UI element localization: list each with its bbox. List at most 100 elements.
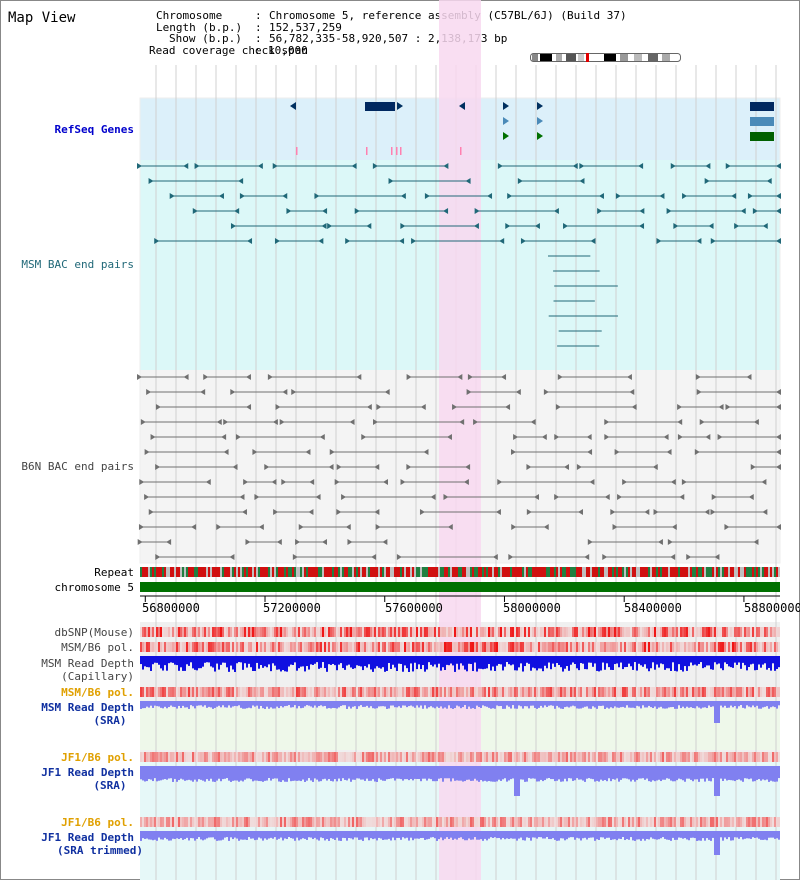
track-label-jf1-read-depth-trim: JF1 Read Depth — [41, 831, 134, 844]
dbsnp-heat — [276, 627, 278, 637]
b6n-bac-pair-end — [203, 374, 209, 380]
jf1-b6-pol-heat — [742, 752, 744, 762]
msm-b6-pol-heat — [188, 642, 190, 652]
jf1-sra-depth-bar — [166, 766, 168, 780]
msm-b6-pol-heat — [462, 642, 464, 652]
jf1-b6-pol-heat — [652, 752, 654, 762]
msm-cap-depth-bar — [392, 656, 394, 665]
repeat-block — [710, 567, 712, 577]
jf1-trim-depth-bar — [702, 831, 704, 839]
jf1-b6-pol-heat — [680, 752, 682, 762]
track-label-jf1-b6-pol-2: JF1/B6 pol. — [61, 816, 134, 829]
jf1-trim-depth-bar — [756, 831, 758, 838]
msm-cap-depth-bar — [752, 656, 754, 664]
msm-sra-depth-bar — [298, 701, 300, 707]
msm-cap-depth-bar — [584, 656, 586, 670]
repeat-block — [470, 567, 472, 577]
jf1-b6-pol-heat — [382, 817, 384, 827]
repeat-block — [168, 567, 170, 577]
msm-b6-pol-heat — [716, 642, 718, 652]
msm-sra-depth-bar — [666, 701, 668, 709]
msm-b6-pol-heat — [176, 687, 178, 697]
msm-sra-depth-bar — [454, 701, 456, 709]
msm-sra-depth-bar — [720, 701, 722, 706]
jf1-trim-depth-bar — [776, 831, 778, 839]
msm-b6-pol-heat — [448, 642, 450, 652]
jf1-trim-depth-bar — [384, 831, 386, 840]
jf1-b6-pol-heat — [488, 817, 490, 827]
msm-b6-pol-heat — [740, 687, 742, 697]
dbsnp-heat — [632, 627, 634, 637]
msm-cap-depth-bar — [730, 656, 732, 668]
msm-sra-depth-bar — [656, 701, 658, 709]
msm-cap-depth-bar — [372, 656, 374, 672]
jf1-b6-pol-heat — [772, 752, 774, 762]
repeat-block — [626, 567, 628, 577]
jf1-b6-pol-heat — [478, 817, 480, 827]
repeat-block — [162, 567, 164, 577]
msm-cap-depth-bar — [310, 656, 312, 665]
msm-b6-pol-heat — [648, 687, 650, 697]
msm-cap-depth-bar — [222, 656, 224, 663]
msm-bac-pair-end — [639, 208, 645, 214]
jf1-trim-depth-bar — [396, 831, 398, 838]
jf1-sra-depth-bar — [562, 766, 564, 782]
jf1-trim-depth-bar — [486, 831, 488, 841]
msm-sra-depth-bar — [436, 701, 438, 707]
msm-b6-pol-heat — [458, 687, 460, 697]
jf1-b6-pol-heat — [682, 752, 684, 762]
jf1-b6-pol-heat — [244, 752, 246, 762]
dbsnp-heat — [330, 627, 332, 637]
msm-b6-pol-heat — [714, 687, 716, 697]
msm-bac-pair-end — [321, 223, 327, 229]
jf1-sra-depth-bar — [474, 766, 476, 779]
repeat-block — [396, 567, 398, 577]
jf1-b6-pol-heat — [226, 752, 228, 762]
jf1-b6-pol-heat — [204, 817, 206, 827]
jf1-sra-depth-bar — [762, 766, 764, 780]
msm-cap-depth-bar — [620, 656, 622, 663]
dbsnp-heat — [774, 627, 776, 637]
b6n-bac-pair-end — [138, 524, 144, 530]
jf1-b6-pol-heat — [242, 817, 244, 827]
msm-cap-depth-bar — [514, 656, 516, 671]
msm-cap-depth-bar — [490, 656, 492, 671]
jf1-b6-pol-heat — [256, 817, 258, 827]
jf1-sra-depth-bar — [294, 766, 296, 781]
repeat-block — [698, 567, 700, 577]
dbsnp-heat — [416, 627, 418, 637]
jf1-sra-depth-bar — [378, 766, 380, 779]
repeat-block — [244, 567, 246, 577]
jf1-b6-pol-heat — [496, 817, 498, 827]
jf1-b6-pol-heat — [326, 752, 328, 762]
jf1-b6-pol-heat — [544, 817, 546, 827]
jf1-b6-pol-heat — [160, 817, 162, 827]
dbsnp-heat — [162, 627, 164, 637]
jf1-b6-pol-heat — [586, 752, 588, 762]
msm-b6-pol-heat — [398, 642, 400, 652]
chromosome-ideogram[interactable] — [530, 53, 682, 62]
jf1-trim-depth-bar — [760, 831, 762, 840]
repeat-block — [372, 567, 374, 577]
b6n-bac-pair-end — [272, 419, 278, 425]
jf1-sra-depth-bar — [212, 766, 214, 782]
jf1-trim-depth-bar — [512, 831, 514, 839]
jf1-b6-pol-heat — [516, 752, 518, 762]
msm-b6-pol-heat — [208, 642, 210, 652]
b6n-bac-pair-end — [305, 449, 311, 455]
msm-cap-depth-bar — [536, 656, 538, 671]
dbsnp-heat — [356, 627, 358, 637]
jf1-b6-pol-heat — [244, 817, 246, 827]
msm-bac-pair-end — [230, 223, 236, 229]
jf1-sra-depth-bar — [186, 766, 188, 781]
jf1-sra-depth-bar — [198, 766, 200, 780]
jf1-sra-depth-bar — [626, 766, 628, 779]
msm-sra-depth-bar — [360, 701, 362, 706]
msm-cap-depth-bar — [622, 656, 624, 670]
msm-b6-pol-heat — [686, 642, 688, 652]
jf1-trim-depth-bar — [244, 831, 246, 840]
msm-b6-pol-heat — [516, 687, 518, 697]
msm-sra-depth-bar — [424, 701, 426, 706]
jf1-trim-depth-bar — [288, 831, 290, 838]
msm-b6-pol-heat — [536, 687, 538, 697]
